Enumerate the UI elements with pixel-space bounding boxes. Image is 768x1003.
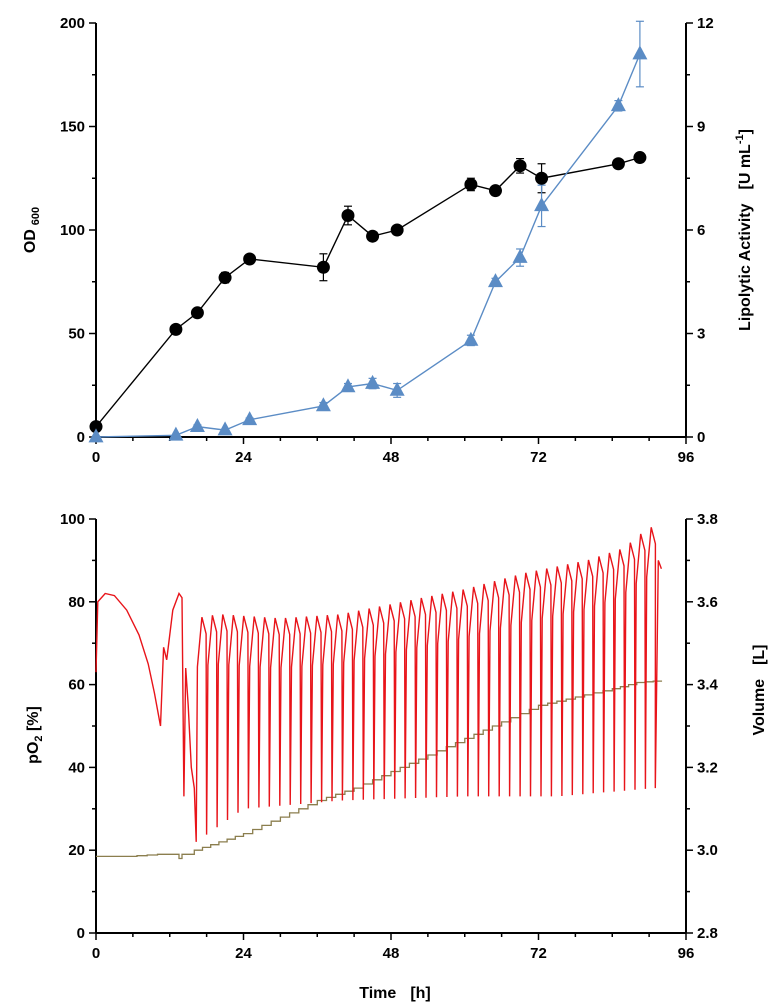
chart2-y-tick-label: 60	[68, 677, 85, 694]
chart1-x-tick-label: 0	[92, 449, 100, 466]
volume-line	[95, 680, 663, 860]
lipolytic-point	[217, 421, 233, 436]
chart1-x-tick-label: 72	[530, 449, 547, 466]
chart2-y2-tick-label: 3.2	[697, 759, 718, 776]
chart1-y2-tick-label: 0	[697, 429, 705, 446]
chart2-x-tick-label: 24	[235, 945, 252, 962]
lipolytic-point	[88, 428, 104, 443]
lipolytic-point	[487, 273, 503, 288]
lipolytic-point	[168, 426, 184, 441]
lipolytic-point	[242, 411, 258, 426]
chart1-series-lines	[95, 53, 641, 438]
chart1-x-tick-labels: 0 24 48 72 96	[92, 449, 695, 466]
chart1-error-bars	[171, 20, 644, 429]
od-point	[169, 322, 183, 336]
chart2-y-axis-label-sub: 2	[33, 735, 45, 741]
series-2-line	[95, 53, 641, 438]
od-point	[464, 177, 478, 191]
chart1-y-tick-labels: 0 50 100 150 200	[60, 15, 85, 446]
chart1-y-tick-label: 150	[60, 119, 85, 136]
chart1-y-axis-label: OD600	[22, 207, 42, 253]
lipolytic-point	[463, 331, 479, 346]
chart1-y2-tick-label: 3	[697, 326, 705, 343]
chart2-y-tick-label: 20	[68, 842, 85, 859]
lipolytic-point	[315, 397, 331, 412]
od-lipolytic-chart: 0 24 48 72 96 0 50 100 150 200 0 3 6 9 12 OD600 Lipo…	[22, 15, 754, 466]
chart1-y-tick-label: 100	[60, 222, 85, 239]
chart2-x-tick-label: 48	[383, 945, 400, 962]
chart2-y2-tick-label: 3.4	[697, 677, 719, 694]
chart1-axes	[89, 22, 693, 444]
po2-line	[95, 527, 663, 842]
od-point	[89, 420, 103, 434]
lipolytic-point	[189, 417, 205, 432]
chart1-y2-tick-label: 9	[697, 119, 705, 136]
od-point	[316, 260, 330, 274]
od-point	[488, 184, 502, 198]
chart1-y2-tick-label: 6	[697, 222, 705, 239]
chart2-axes	[89, 518, 693, 940]
chart2-y-tick-label: 100	[60, 511, 85, 528]
lipolytic-point	[365, 374, 381, 389]
chart2-x-tick-label: 96	[678, 945, 695, 962]
lipolytic-point	[340, 378, 356, 393]
chart2-y-tick-label: 40	[68, 759, 85, 776]
od-point	[243, 252, 257, 266]
chart2-y-axis-label: pO2 [%]	[25, 706, 45, 764]
chart2-y2-tick-label: 3.0	[697, 842, 718, 859]
od-point	[611, 157, 625, 171]
chart1-y2-tick-labels: 0 3 6 9 12	[697, 15, 714, 446]
od-point	[535, 171, 549, 185]
chart1-x-tick-label: 24	[235, 449, 252, 466]
chart2-x-tick-label: 72	[530, 945, 547, 962]
lipolytic-point	[534, 197, 550, 212]
lipolytic-point	[632, 45, 648, 60]
chart2-y2-tick-label: 3.6	[697, 594, 718, 611]
chart1-x-tick-label: 96	[678, 449, 695, 466]
od-point	[341, 209, 355, 223]
chart1-y2-tick-label: 12	[697, 15, 714, 32]
po2-volume-chart: 0 24 48 72 96 0 20 40 60 80 100 2.8 3.0 3.2 3.4 3.6 3.…	[25, 511, 768, 1002]
lipolytic-point	[512, 248, 528, 263]
chart1-y2-axis-label: Lipolytic Activity[U mL-1]	[734, 129, 754, 331]
chart2-y2-tick-labels: 2.8 3.0 3.2 3.4 3.6 3.8	[697, 511, 719, 942]
chart2-x-axis-label: Time [h]	[359, 985, 431, 1002]
chart2-y-tick-labels: 0 20 40 60 80 100	[60, 511, 85, 942]
chart1-y-axis-label-sub: 600	[30, 207, 42, 225]
od-point	[218, 271, 232, 285]
chart1-x-tick-label: 48	[383, 449, 400, 466]
chart1-y2-axis-label-sup: -1	[734, 134, 746, 144]
chart2-y2-tick-label: 2.8	[697, 925, 718, 942]
lipolytic-point	[389, 381, 405, 396]
od-point	[366, 229, 380, 243]
chart2-y2-tick-label: 3.8	[697, 511, 718, 528]
chart2-y-tick-label: 0	[77, 925, 85, 942]
od-point	[513, 159, 527, 173]
chart2-x-tick-label: 0	[92, 945, 100, 962]
od-point	[190, 306, 204, 320]
od-point	[390, 223, 404, 237]
od-point	[633, 151, 647, 165]
chart1-y-tick-label: 50	[68, 326, 85, 343]
chart2-x-tick-labels: 0 24 48 72 96	[92, 945, 695, 962]
chart2-y2-axis-label: Volume[L]	[751, 644, 768, 735]
chart1-y-tick-label: 200	[60, 15, 85, 32]
chart2-y-tick-label: 80	[68, 594, 85, 611]
lipolytic-point	[610, 97, 626, 112]
chart1-y-tick-label: 0	[77, 429, 85, 446]
chart1-markers	[88, 45, 648, 443]
